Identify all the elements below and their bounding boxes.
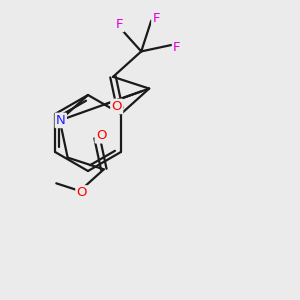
Text: F: F bbox=[116, 18, 123, 31]
Text: O: O bbox=[112, 100, 122, 113]
Text: F: F bbox=[152, 12, 160, 25]
Text: O: O bbox=[96, 129, 106, 142]
Text: N: N bbox=[56, 114, 66, 127]
Text: F: F bbox=[173, 41, 181, 54]
Text: O: O bbox=[76, 187, 87, 200]
